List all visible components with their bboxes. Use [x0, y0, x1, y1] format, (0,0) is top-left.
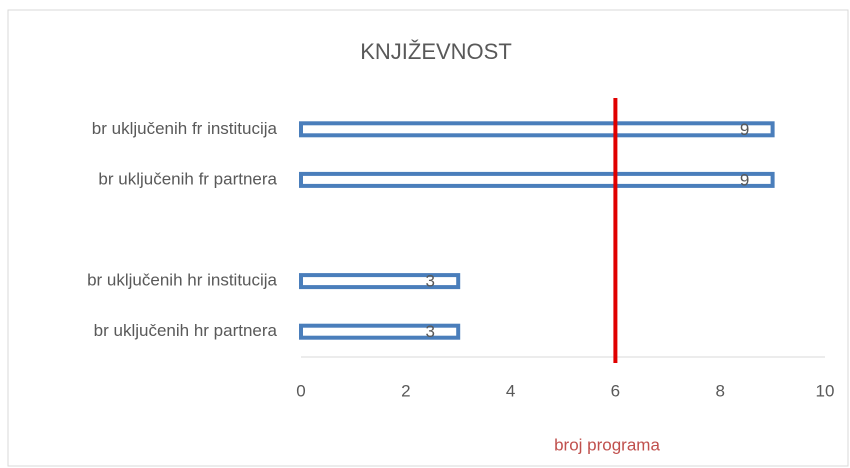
x-tick-label: 8	[715, 381, 724, 400]
x-axis-label: broj programa	[554, 435, 660, 454]
bar	[299, 171, 775, 188]
y-tick-label: br uključenih fr institucija	[92, 119, 278, 138]
x-tick-label: 4	[506, 381, 515, 400]
chart-title: KNJIŽEVNOST	[360, 39, 512, 64]
y-tick-label: br uključenih hr partnera	[94, 321, 278, 340]
chart-border	[7, 9, 849, 467]
data-label: 9	[740, 170, 749, 189]
bar	[299, 121, 775, 138]
bar	[299, 323, 461, 340]
x-tick-label: 0	[296, 381, 305, 400]
x-tick-label: 10	[816, 381, 835, 400]
y-tick-label: br uključenih fr partnera	[98, 169, 277, 188]
y-tick-label: br uključenih hr institucija	[87, 271, 277, 290]
data-label: 3	[425, 322, 434, 341]
x-tick-label: 2	[401, 381, 410, 400]
x-tick-label: 6	[611, 381, 620, 400]
data-label: 9	[740, 120, 749, 139]
data-label: 3	[425, 272, 434, 291]
bar	[299, 273, 461, 290]
